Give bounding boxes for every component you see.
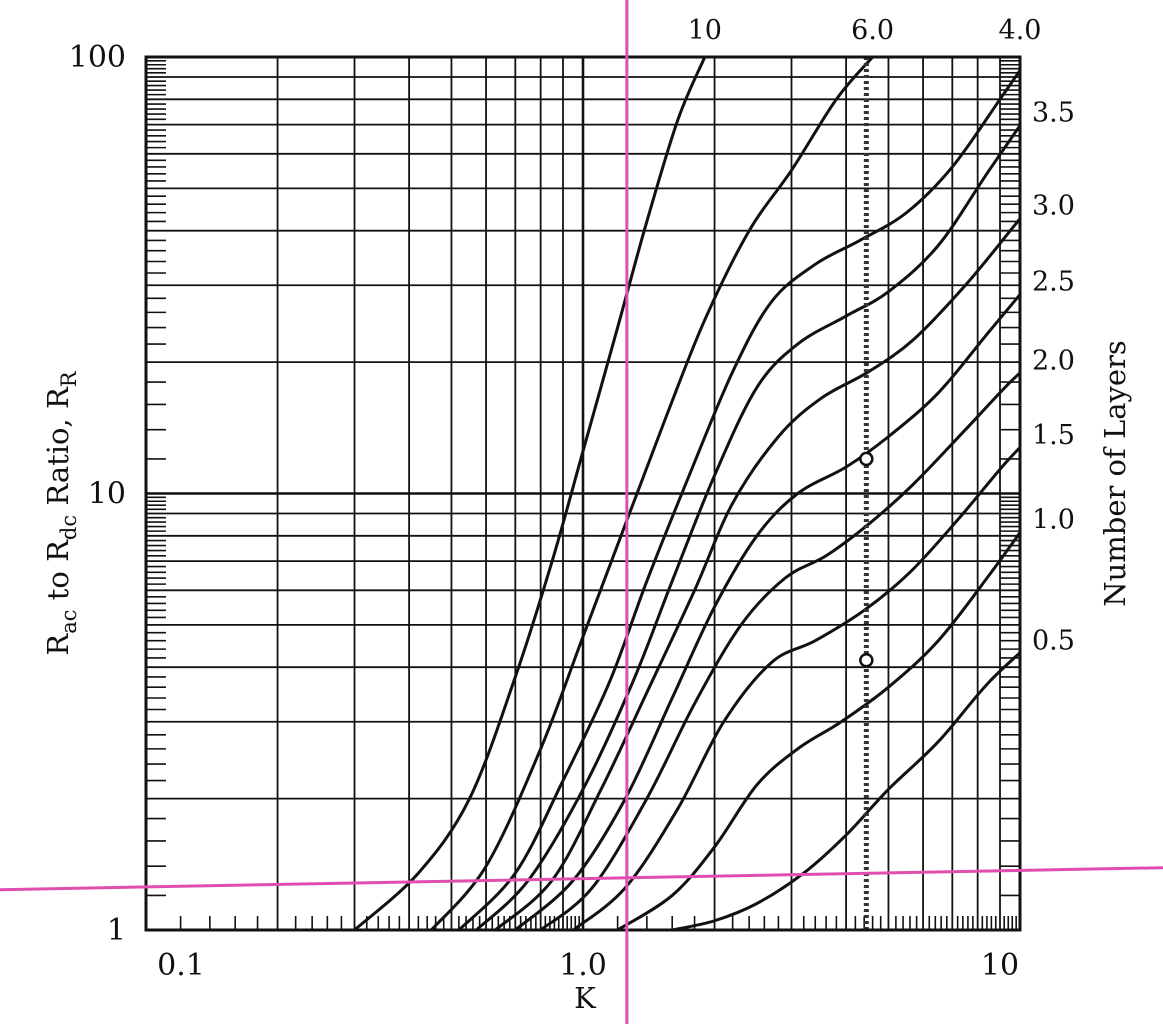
y-axis-label-sub: dc [57,515,81,540]
series-line-2-5 [514,292,1020,930]
layer-label: 2.5 [1032,267,1075,298]
marker-point [859,451,874,467]
series-line-1-0 [616,530,1020,930]
layer-label: 4.0 [999,15,1042,46]
y-tick-label: 1 [107,913,126,948]
y-tick-label: 100 [69,40,126,75]
grid [146,57,1020,930]
y-axis-label-sub: R [57,370,81,387]
layer-label: 6.0 [851,15,894,46]
series-line-1-5 [572,445,1020,930]
y-axis-label-part: to R [41,539,75,610]
marker-point [859,652,874,668]
series-line-0-5 [671,650,1020,930]
layer-label: 3.0 [1032,191,1075,222]
y-tick-label: 10 [88,477,126,512]
series-line-10 [353,57,707,930]
y-axis-label-sub: ac [57,609,81,633]
series-line-3-0 [494,216,1020,930]
x-tick-label: 10 [981,948,1019,983]
y-axis-label-part: R [41,633,75,656]
y-axis-label-part: Ratio, R [41,386,75,515]
x-tick-label: 1.0 [559,948,607,983]
series-line-6-0 [430,57,874,930]
y-axis-label: Rac to Rdc Ratio, RR [41,370,81,655]
x-tick-label: 0.1 [157,948,205,983]
plot-frame [144,55,1022,932]
layer-label: 0.5 [1032,625,1075,656]
layer-labels: 10 6.0 4.0 3.5 3.0 2.5 2.0 1.5 1.0 0.5 [688,15,1075,656]
layer-label: 1.0 [1032,504,1075,535]
x-axis-label: K [574,981,597,1015]
secondary-axis-label: Number of Layers [1098,340,1132,607]
layer-label: 1.5 [1032,420,1075,451]
series-group [353,57,1020,930]
series-line-2-0 [539,370,1020,930]
layer-label: 3.5 [1032,98,1075,129]
marker-group [859,57,874,930]
series-line-4-0 [457,67,1020,930]
tick-labels: 0.1 1.0 10 1 10 100 [69,40,1019,983]
layer-label: 2.0 [1032,345,1075,376]
series-line-3-5 [475,122,1020,930]
layer-label: 10 [688,15,722,46]
crosshair-horizontal [0,866,1163,892]
